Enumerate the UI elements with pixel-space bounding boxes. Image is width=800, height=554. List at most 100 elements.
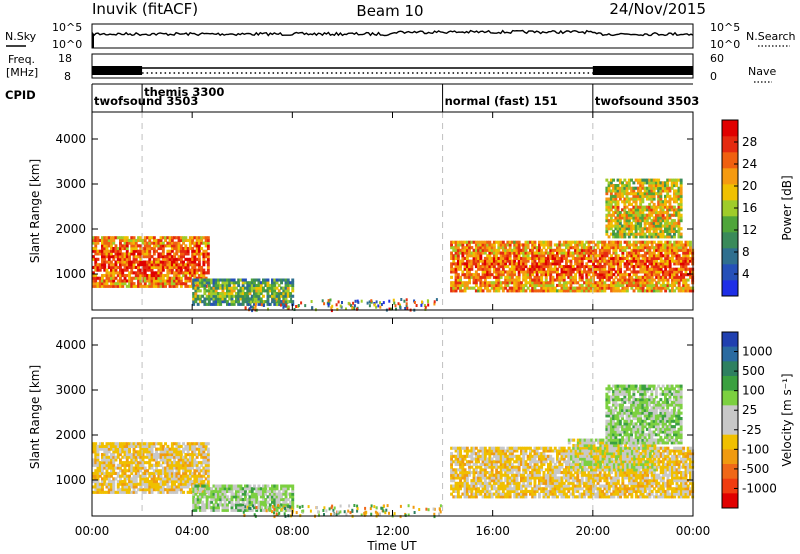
echo-cell — [206, 450, 210, 454]
echo-cell — [508, 243, 512, 247]
echo-cell — [556, 246, 559, 250]
echo-cell — [598, 278, 602, 282]
echo-cell — [596, 246, 600, 250]
echo-cell — [621, 278, 625, 282]
echo-cell — [486, 286, 490, 290]
echo-cell — [179, 257, 183, 261]
echo-cell — [652, 278, 656, 282]
echo-cell — [609, 227, 613, 231]
echo-cell — [488, 289, 492, 293]
echo-cell — [452, 246, 456, 250]
echo-cell — [551, 254, 555, 258]
echo-cell — [179, 238, 183, 242]
echo-cell — [223, 506, 227, 510]
echo-cell — [223, 294, 227, 298]
nave-label: Nave — [748, 65, 776, 78]
echo-cell — [686, 254, 690, 258]
echo-cell — [461, 484, 465, 488]
echo-cell — [607, 213, 611, 217]
echo-cell — [168, 458, 172, 462]
echo-cell — [515, 240, 519, 244]
echo-cell — [609, 208, 613, 212]
echo-cell — [501, 259, 505, 263]
echo-cell — [130, 247, 134, 251]
echo-cell — [101, 279, 104, 283]
echo-cell — [207, 292, 211, 296]
echo-cell — [483, 275, 487, 279]
echo-cell — [558, 275, 562, 279]
echo-cell — [170, 447, 174, 451]
echo-cell — [450, 267, 453, 271]
echo-cell — [94, 276, 98, 280]
echo-cell — [207, 495, 211, 499]
echo-cell — [497, 259, 501, 263]
echo-cell — [452, 476, 456, 480]
echo-cell — [143, 466, 147, 470]
echo-cell — [128, 263, 131, 267]
echo-cell — [495, 248, 499, 252]
echo-cell — [125, 450, 129, 454]
echo-cell — [141, 255, 145, 259]
echo-cell — [193, 257, 197, 261]
echo-cell — [609, 181, 613, 185]
echo-cell — [587, 254, 591, 258]
echo-cell — [182, 450, 185, 454]
echo-cell — [560, 289, 564, 293]
echo-cell — [585, 275, 589, 279]
echo-cell — [175, 463, 179, 467]
echo-cell — [195, 257, 199, 261]
echo-cell — [664, 273, 668, 277]
echo-cell — [291, 489, 295, 493]
echo-cell — [474, 283, 478, 287]
echo-cell — [184, 271, 188, 275]
echo-cell — [456, 278, 460, 282]
echo-cell — [266, 281, 270, 285]
echo-cell — [157, 244, 161, 248]
echo-cell — [506, 289, 510, 293]
echo-cell — [671, 256, 674, 260]
echo-cell — [148, 450, 152, 454]
echo-cell — [623, 273, 627, 277]
echo-cell — [659, 181, 663, 185]
echo-cell — [668, 229, 672, 233]
echo-cell — [490, 262, 494, 266]
echo-cell — [668, 246, 672, 250]
echo-cell — [560, 278, 564, 282]
echo-cell — [161, 447, 165, 451]
echo-cell — [675, 262, 679, 266]
echo-cell — [673, 178, 676, 182]
echo-cell — [119, 236, 122, 240]
echo-cell — [175, 490, 179, 494]
echo-cell — [632, 289, 636, 293]
echo-cell — [159, 247, 163, 251]
echo-cell — [639, 208, 643, 212]
echo-cell — [155, 442, 158, 446]
echo-cell — [585, 289, 589, 293]
echo-cell — [198, 278, 202, 282]
echo-cell — [179, 265, 183, 269]
echo-cell — [282, 294, 286, 298]
echo-cell — [173, 471, 176, 475]
echo-cell — [456, 454, 460, 458]
echo-cell — [558, 278, 562, 282]
echo-cell — [650, 246, 654, 250]
echo-cell — [477, 254, 480, 258]
echo-cell — [639, 275, 643, 279]
echo-cell — [253, 294, 256, 298]
echo-cell — [603, 256, 607, 260]
echo-cell — [137, 471, 140, 475]
echo-cell — [508, 270, 512, 274]
echo-cell — [148, 255, 152, 259]
echo-cell — [529, 289, 532, 293]
echo-cell — [654, 178, 658, 182]
echo-cell — [634, 205, 638, 209]
echo-cell — [510, 275, 514, 279]
echo-cell — [607, 273, 611, 277]
echo-cell — [204, 463, 208, 467]
echo-cell — [547, 265, 550, 269]
echo-cell — [637, 256, 641, 260]
echo-cell — [123, 463, 127, 467]
echo-cell — [621, 246, 625, 250]
echo-cell — [490, 273, 494, 277]
echo-cell — [607, 265, 611, 269]
